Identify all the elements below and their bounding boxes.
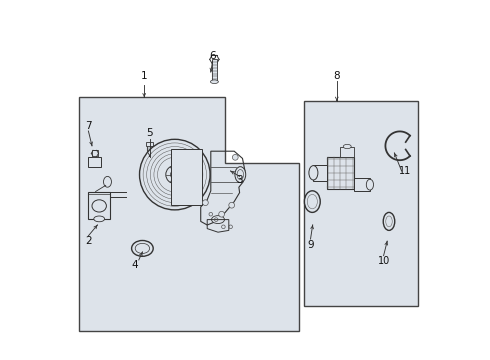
Bar (92, 150, 98, 157)
Ellipse shape (309, 166, 318, 180)
Bar (88, 192, 110, 219)
Bar (171, 149, 202, 205)
Bar (212, 59, 217, 81)
Circle shape (171, 170, 179, 179)
Polygon shape (79, 97, 299, 331)
Text: 9: 9 (307, 240, 314, 250)
Text: 4: 4 (132, 260, 139, 270)
Bar (341, 147, 354, 157)
Ellipse shape (210, 80, 219, 84)
Ellipse shape (235, 167, 245, 183)
Ellipse shape (343, 144, 351, 149)
Ellipse shape (135, 243, 149, 253)
Circle shape (202, 200, 208, 206)
Bar (304, 101, 418, 306)
Text: 6: 6 (209, 51, 216, 61)
Bar (146, 142, 153, 146)
Text: 1: 1 (141, 71, 147, 81)
Ellipse shape (103, 176, 111, 187)
Circle shape (166, 166, 184, 184)
Text: 8: 8 (334, 71, 340, 81)
Ellipse shape (237, 170, 244, 180)
Ellipse shape (132, 240, 153, 256)
Text: 5: 5 (147, 128, 153, 138)
Ellipse shape (383, 212, 395, 230)
Bar (88, 157, 101, 167)
Text: 3: 3 (236, 175, 243, 185)
Circle shape (219, 211, 224, 217)
Bar (147, 144, 152, 164)
Bar (327, 157, 354, 189)
Text: 7: 7 (85, 121, 92, 131)
Text: 2: 2 (85, 236, 92, 246)
Circle shape (232, 154, 238, 160)
Bar (354, 178, 370, 191)
Ellipse shape (94, 216, 104, 222)
Text: 11: 11 (399, 166, 411, 176)
Text: 10: 10 (377, 256, 390, 266)
Circle shape (229, 202, 235, 208)
Ellipse shape (367, 179, 373, 190)
Circle shape (140, 139, 210, 210)
Ellipse shape (92, 200, 106, 212)
Ellipse shape (212, 216, 224, 224)
Ellipse shape (304, 191, 320, 212)
Bar (314, 165, 327, 181)
